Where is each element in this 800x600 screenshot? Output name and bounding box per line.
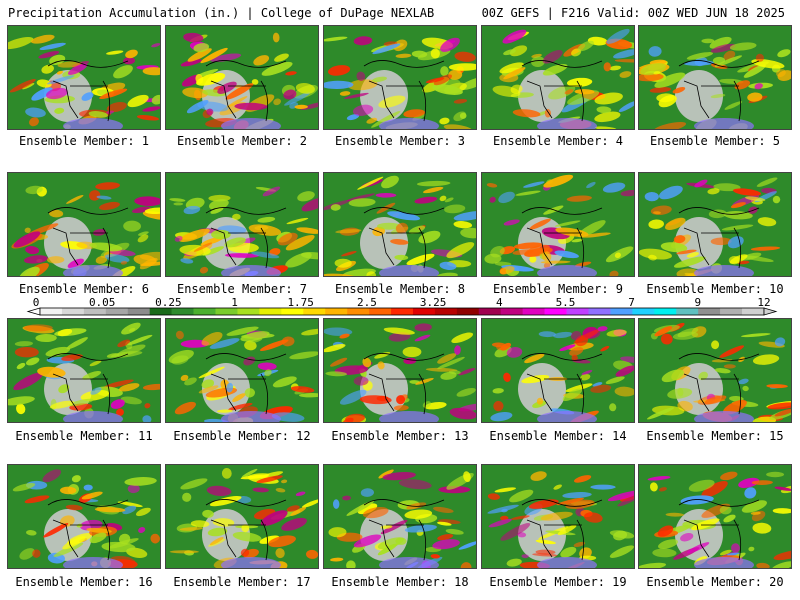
member-map-panel [165, 464, 319, 569]
member-map-panel [165, 25, 319, 130]
colorbar-max-arrow [763, 307, 778, 316]
ensemble-member-label: Ensemble Member: 5 [649, 134, 781, 148]
colorbar-swatch [259, 308, 282, 315]
colorbar-swatch [654, 308, 677, 315]
ensemble-member-label: Ensemble Member: 16 [15, 575, 153, 589]
member-map-panel [323, 25, 477, 130]
ensemble-member-label: Ensemble Member: 13 [331, 429, 469, 443]
member-map-panel [323, 318, 477, 423]
colorbar-tick-label: 2.5 [357, 296, 377, 309]
ensemble-member-label: Ensemble Member: 14 [489, 429, 627, 443]
member-map-panel [7, 25, 161, 130]
member-map-panel [7, 172, 161, 277]
ensemble-member-label: Ensemble Member: 10 [646, 282, 784, 296]
colorbar-swatch [105, 308, 129, 315]
colorbar-swatch [434, 308, 458, 315]
colorbar-swatch [281, 308, 304, 315]
colorbar-swatch [149, 308, 172, 315]
colorbar-tick-label: 0 [33, 296, 40, 309]
colorbar-swatch [632, 308, 655, 315]
colorbar-swatch [83, 308, 107, 315]
member-map-panel [481, 464, 635, 569]
colorbar-tick-label: 12 [757, 296, 770, 309]
ensemble-member-label: Ensemble Member: 12 [173, 429, 311, 443]
colorbar-swatch [347, 308, 370, 315]
colorbar-tick-label: 7 [628, 296, 635, 309]
ensemble-member-label: Ensemble Member: 17 [173, 575, 311, 589]
member-map-panel [638, 172, 792, 277]
chart-title: Precipitation Accumulation (in.) | Colle… [8, 6, 435, 20]
precipitation-colorbar: 0 0.05 0.25 1 1.75 2.5 3.25 4 5.5 7 9 12 [26, 296, 778, 316]
run-valid-time: 00Z GEFS | F216 Valid: 00Z WED JUN 18 20… [481, 6, 785, 20]
ensemble-member-label: Ensemble Member: 9 [492, 282, 624, 296]
member-map-panel [481, 172, 635, 277]
member-map-panel [323, 172, 477, 277]
colorbar-swatch [456, 308, 480, 315]
ensemble-member-label: Ensemble Member: 2 [176, 134, 308, 148]
ensemble-member-label: Ensemble Member: 4 [492, 134, 624, 148]
colorbar-swatch [500, 308, 523, 315]
colorbar-swatch [522, 308, 545, 315]
colorbar-swatch [698, 308, 721, 315]
colorbar-swatch [193, 308, 216, 315]
colorbar-swatch [478, 308, 502, 315]
colorbar-swatch [391, 308, 414, 315]
colorbar-swatch [325, 308, 348, 315]
ensemble-member-label: Ensemble Member: 20 [646, 575, 784, 589]
member-map-panel [638, 25, 792, 130]
colorbar-tick-label: 5.5 [556, 296, 576, 309]
ensemble-member-label: Ensemble Member: 1 [18, 134, 150, 148]
colorbar-swatch [676, 308, 699, 315]
member-map-panel [481, 25, 635, 130]
colorbar-swatch [588, 308, 611, 315]
colorbar-swatch [544, 308, 567, 315]
colorbar-tick-label: 3.25 [420, 296, 447, 309]
colorbar-swatch [720, 308, 743, 315]
colorbar-swatch [610, 308, 633, 315]
colorbar-swatch [171, 308, 194, 315]
colorbar-swatch [742, 308, 765, 315]
member-map-panel [165, 172, 319, 277]
colorbar-swatch [303, 308, 326, 315]
colorbar-tick-label: 0.25 [155, 296, 182, 309]
colorbar-swatch [215, 308, 238, 315]
ensemble-member-label: Ensemble Member: 11 [15, 429, 153, 443]
ensemble-member-label: Ensemble Member: 6 [18, 282, 150, 296]
colorbar-swatch [369, 308, 392, 315]
ensemble-member-label: Ensemble Member: 19 [489, 575, 627, 589]
colorbar-swatch [237, 308, 260, 315]
member-map-panel [638, 464, 792, 569]
colorbar-swatch [61, 308, 85, 315]
member-map-panel [638, 318, 792, 423]
colorbar-tick-label: 9 [694, 296, 701, 309]
colorbar-min-arrow [26, 307, 41, 316]
colorbar-tick-label: 0.05 [89, 296, 116, 309]
member-map-panel [7, 318, 161, 423]
ensemble-member-label: Ensemble Member: 18 [331, 575, 469, 589]
member-map-panel [7, 464, 161, 569]
colorbar-swatch [566, 308, 589, 315]
colorbar-tick-label: 1 [231, 296, 238, 309]
colorbar-tick-label: 4 [496, 296, 503, 309]
ensemble-member-label: Ensemble Member: 15 [646, 429, 784, 443]
ensemble-member-label: Ensemble Member: 8 [334, 282, 466, 296]
member-map-panel [323, 464, 477, 569]
colorbar-tick-label: 1.75 [287, 296, 314, 309]
member-map-panel [165, 318, 319, 423]
ensemble-member-label: Ensemble Member: 3 [334, 134, 466, 148]
ensemble-member-label: Ensemble Member: 7 [176, 282, 308, 296]
member-map-panel [481, 318, 635, 423]
colorbar-swatch [127, 308, 150, 315]
colorbar-swatch [40, 308, 63, 315]
colorbar-swatch [412, 308, 436, 315]
